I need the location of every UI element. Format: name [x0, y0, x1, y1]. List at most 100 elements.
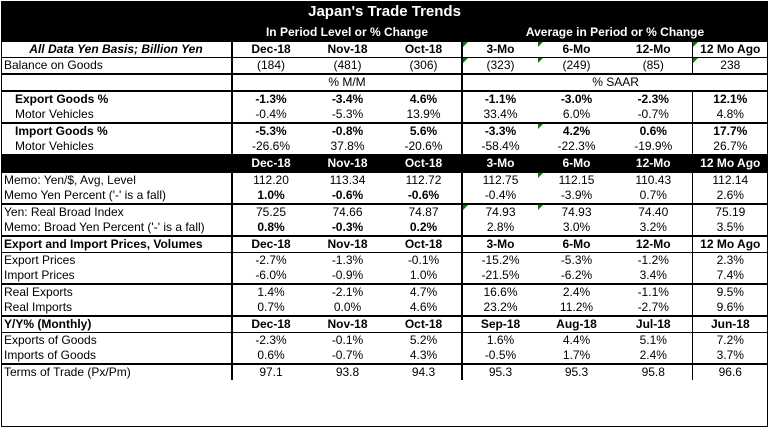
yy-header-row-col: Nov-18	[309, 315, 386, 333]
black-header-row-col: Dec-18	[232, 154, 309, 173]
broad-pct-row: Memo: Broad Yen Percent ('-' is a fall) 0…	[1, 220, 769, 236]
imports-goods-yy-row-value: 0.6%	[257, 348, 285, 362]
unit-left: % M/M	[232, 73, 463, 91]
export-prices-row-value: -1.3%	[331, 253, 364, 267]
column-header-row-col: 3-Mo	[462, 42, 538, 58]
exports-goods-yy-row-value: -0.1%	[331, 333, 364, 347]
import-motor-row-value: -22.3%	[557, 139, 596, 153]
real-exports-row-value: -1.1%	[615, 283, 692, 300]
column-header-row-col: Oct-18	[386, 42, 463, 58]
import-goods-row-value: -0.8%	[309, 122, 386, 139]
imports-goods-yy-row: Imports of Goods 0.6% -0.7% 4.3% -0.5% 1.7% 2.…	[1, 348, 769, 364]
import-prices-row-value: -0.9%	[331, 268, 364, 282]
export-motor-row-value: -0.7%	[637, 107, 669, 121]
export-prices-row-value: 2.3%	[691, 252, 769, 268]
export-motor-row-value: 13.9%	[386, 107, 463, 123]
real-imports-row-label: Real Imports	[1, 300, 233, 316]
prices-header-row-col: Dec-18	[232, 235, 309, 253]
export-motor-row: Motor Vehicles -0.4% -5.3% 13.9% 33.4% 6.0% -0…	[1, 107, 769, 123]
import-motor-row-label: Motor Vehicles	[1, 139, 233, 154]
yen-pct-row-value: 1.0%	[257, 188, 285, 202]
terms-of-trade-row-value: 95.3	[462, 363, 538, 380]
data-grid: Japan's Trade Trends In Period Level or %…	[1, 1, 769, 380]
import-goods-row-label: Import Goods %	[1, 122, 233, 139]
yy-header-row-col: Dec-18	[232, 315, 309, 333]
imports-goods-yy-row-value: 1.7%	[562, 348, 591, 362]
exports-goods-yy-row-label: Exports of Goods	[1, 332, 233, 348]
export-motor-row-value: 4.8%	[691, 107, 769, 123]
export-prices-row-value: -5.3%	[560, 253, 593, 267]
prices-header-row-col: Nov-18	[309, 235, 386, 253]
export-motor-row-value: -5.3%	[331, 107, 364, 121]
import-motor-row-value: 37.8%	[330, 139, 365, 153]
balance-row-value: (249)	[538, 57, 615, 75]
export-goods-row-label: Export Goods %	[1, 90, 233, 107]
broad-pct-row-label: Memo: Broad Yen Percent ('-' is a fall)	[1, 220, 233, 236]
real-exports-row-value: -2.1%	[309, 283, 386, 300]
real-imports-row-value: 23.2%	[483, 300, 518, 314]
balance-row-label: Balance on Goods	[1, 57, 233, 74]
terms-of-trade-row-value: 95.8	[615, 363, 692, 380]
export-goods-row-value: -1.3%	[232, 90, 309, 107]
yen-pct-row-value: 2.6%	[691, 188, 769, 204]
real-exports-row-value: 1.4%	[232, 283, 309, 300]
prices-header-row-col: 3-Mo	[462, 235, 538, 253]
broad-pct-row-value: 3.0%	[562, 220, 591, 234]
real-exports-row: Real Exports 1.4% -2.1% 4.7% 16.6% 2.4% -1.1% 9…	[1, 283, 769, 300]
import-motor-row-value: -19.9%	[634, 139, 673, 153]
real-imports-row-value: 4.6%	[386, 300, 463, 316]
balance-row-value: (85)	[642, 58, 664, 72]
terms-of-trade-row-label: Terms of Trade (Px/Pm)	[1, 363, 233, 380]
black-header-row-col: 12 Mo Ago	[691, 154, 769, 173]
black-header-row-col: 6-Mo	[538, 154, 615, 173]
import-prices-row-value: -21.5%	[481, 268, 520, 282]
broad-pct-row-value: 3.2%	[639, 220, 667, 234]
broad-pct-row-value: 3.5%	[691, 220, 769, 236]
yen-pct-row-label: Memo Yen Percent ('-' is a fall)	[1, 188, 233, 204]
import-prices-row-value: -6.2%	[560, 268, 593, 282]
real-exports-row-value: 16.6%	[462, 283, 538, 300]
broad-index-row: Yen: Real Broad Index 75.25 74.66 74.87 74.9…	[1, 203, 769, 220]
imports-goods-yy-row-value: -0.5%	[484, 348, 517, 362]
exports-goods-yy-row-value: 5.1%	[639, 333, 667, 347]
real-imports-row-value: 0.7%	[257, 300, 285, 314]
yen-pct-row-value: -0.4%	[484, 188, 517, 202]
unit-blank	[1, 73, 233, 91]
import-motor-row-value: -58.4%	[481, 139, 520, 153]
import-prices-row-label: Import Prices	[1, 268, 233, 284]
broad-index-row-value: 75.25	[232, 203, 309, 220]
import-goods-row: Import Goods % -5.3% -0.8% 5.6% -3.3% 4.2% 0.6…	[1, 122, 769, 139]
prices-header-row-col: 12 Mo Ago	[691, 235, 769, 253]
black-header-row: Dec-18 Nov-18 Oct-18 3-Mo 6-Mo 12-Mo 12 Mo Ago	[1, 154, 769, 173]
broad-index-row-value: 74.87	[386, 203, 463, 220]
import-prices-row-value: -6.0%	[255, 268, 287, 282]
real-exports-row-value: 9.5%	[691, 283, 769, 300]
real-imports-row-value: 11.2%	[559, 300, 594, 314]
yy-header-row-label: Y/Y% (Monthly)	[1, 315, 233, 333]
real-imports-row-value: -2.7%	[637, 300, 669, 314]
import-goods-row-value: 4.2%	[538, 122, 615, 139]
export-goods-row-value: -3.0%	[538, 90, 615, 107]
broad-pct-row-value: 0.8%	[257, 220, 285, 234]
balance-row: Balance on Goods (184) (481) (306) (323) (249…	[1, 57, 769, 75]
export-motor-row-value: 6.0%	[562, 107, 591, 121]
yen-pct-row: Memo Yen Percent ('-' is a fall) 1.0% -0.6…	[1, 188, 769, 204]
column-header-row-col: 6-Mo	[538, 42, 615, 58]
yen-pct-row-value: 0.7%	[639, 188, 667, 202]
broad-index-row-value: 75.19	[691, 203, 769, 220]
real-exports-row-value: 2.4%	[538, 283, 615, 300]
export-motor-row-value: -0.4%	[255, 107, 287, 121]
imports-goods-yy-row-value: -0.7%	[331, 348, 364, 362]
export-prices-row-value: -0.1%	[386, 252, 463, 268]
broad-index-row-value: 74.93	[462, 203, 538, 220]
unit-right: % SAAR	[462, 73, 769, 91]
broad-index-row-value: 74.66	[309, 203, 386, 220]
yen-level-row-value: 112.15	[538, 173, 615, 188]
title-row: Japan's Trade Trends	[1, 1, 769, 23]
black-header-row-col: 3-Mo	[462, 154, 538, 173]
exports-goods-yy-row-value: 1.6%	[486, 333, 515, 347]
import-prices-row-value: 3.4%	[639, 268, 667, 282]
export-prices-row-value: -2.7%	[255, 253, 287, 267]
export-motor-row-value: 33.4%	[483, 107, 518, 121]
exports-goods-yy-row-value: 4.4%	[562, 333, 591, 347]
